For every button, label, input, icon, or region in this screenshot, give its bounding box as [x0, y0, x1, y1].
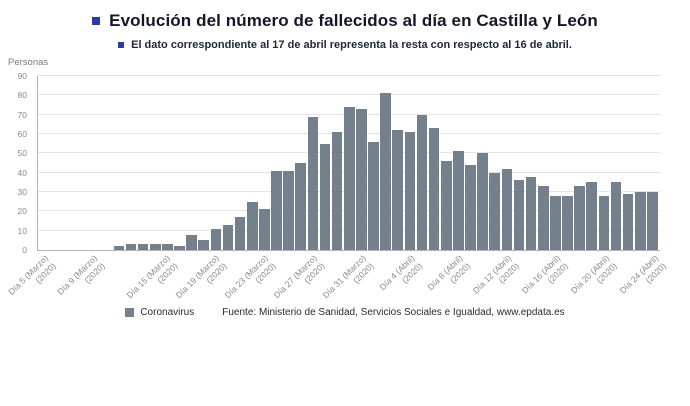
y-tick-label: 10: [17, 225, 27, 236]
x-tick-label: Día 9 (Marzo) (2020): [55, 253, 107, 297]
bar: [319, 143, 331, 250]
legend-swatch-icon: [125, 308, 135, 317]
bar: [343, 106, 355, 250]
bar: [174, 246, 185, 250]
x-tick-label: Día 5 (Marzo) (2020): [6, 253, 58, 297]
x-axis-labels: Día 5 (Marzo) (2020) Día 9 (Marzo) (2020) Dí…: [6, 250, 667, 310]
chart-title: Evolución del número de fallecidos al dí…: [109, 11, 598, 30]
bar: [622, 193, 634, 250]
bar: [598, 195, 610, 250]
bar: [428, 128, 440, 250]
y-tick-label: 20: [17, 206, 27, 217]
plot-area: [37, 75, 660, 251]
bar: [610, 182, 622, 250]
y-tick-label: 90: [17, 71, 27, 81]
bar: [537, 186, 549, 250]
bar: [234, 217, 246, 250]
y-axis-labels: 0 10 20 30 40 50 60 70 80 90: [0, 71, 32, 255]
bars: [38, 76, 660, 250]
bar: [586, 182, 597, 250]
bar: [295, 163, 306, 250]
title-bullet-icon: [92, 17, 101, 25]
bar: [368, 141, 379, 250]
gridline: [38, 75, 660, 76]
x-tick-label: Día 16 (Abril) (2020): [519, 253, 571, 296]
bar: [331, 132, 343, 250]
bar: [574, 186, 585, 250]
subtitle-bullet-icon: [118, 42, 125, 48]
bar: [465, 164, 476, 250]
y-tick-label: 30: [17, 187, 27, 197]
x-tick-label: Día 12 (Abril) (2020): [471, 253, 522, 296]
y-tick-label: 40: [17, 167, 27, 178]
bar: [356, 108, 367, 250]
x-tick-label: Día 15 (Marzo) (2020): [124, 253, 180, 301]
bar: [453, 151, 464, 250]
bar: [222, 224, 234, 250]
bar: [440, 161, 452, 250]
bar: [501, 168, 513, 250]
bar: [259, 209, 270, 250]
gridline: [38, 94, 660, 96]
source-text: Fuente: Ministerio de Sanidad, Servicios…: [222, 307, 565, 318]
y-tick-label: 60: [17, 129, 27, 139]
bar: [186, 234, 197, 250]
bar: [246, 201, 258, 250]
bar: [392, 130, 403, 250]
y-tick-label: 70: [17, 109, 27, 120]
bar: [416, 114, 428, 250]
bar: [271, 170, 282, 250]
chart-subtitle: El dato correspondiente al 17 de abril r…: [131, 39, 572, 51]
bar: [647, 192, 658, 250]
title-row: Evolución del número de fallecidos al dí…: [0, 11, 690, 31]
bar: [137, 244, 149, 250]
x-tick-label: Día 19 (Marzo) (2020): [173, 253, 229, 301]
x-tick-label: Día 23 (Marzo) (2020): [222, 253, 278, 301]
x-tick-label: Día 8 (Abril) (2020): [425, 253, 473, 293]
x-tick-label: Día 31 (Marzo) (2020): [320, 253, 376, 301]
bar: [113, 246, 125, 250]
bar: [404, 132, 416, 250]
bar: [198, 240, 209, 250]
x-tick-label: Día 27 (Marzo) (2020): [271, 253, 327, 301]
bar: [210, 228, 222, 250]
x-tick-label: Día 4 (Abril) (2020): [376, 253, 424, 293]
legend: Coronavirus: [125, 307, 194, 318]
y-tick-label: 80: [17, 90, 27, 101]
y-tick-label: 0: [22, 245, 27, 255]
x-tick-label: Día 20 (Abril) (2020): [568, 253, 619, 296]
x-tick-label: Día 24 (Abril) (2020): [617, 253, 668, 296]
y-tick-label: 50: [17, 148, 27, 159]
bar: [149, 244, 161, 250]
bar: [125, 244, 137, 250]
bar: [525, 176, 537, 250]
bar: [477, 153, 488, 250]
bar: [562, 195, 573, 250]
legend-label: Coronavirus: [140, 307, 195, 318]
bar: [307, 116, 319, 250]
footer-row: Coronavirus Fuente: Ministerio de Sanida…: [0, 307, 690, 318]
bar: [162, 244, 173, 250]
y-axis-title: Personas: [8, 57, 49, 68]
bar: [283, 170, 294, 250]
bar: [513, 180, 525, 250]
bar: [489, 172, 500, 250]
bar: [550, 195, 561, 250]
subtitle-row: El dato correspondiente al 17 de abril r…: [0, 39, 690, 51]
bar: [380, 93, 391, 250]
bar: [634, 192, 646, 250]
